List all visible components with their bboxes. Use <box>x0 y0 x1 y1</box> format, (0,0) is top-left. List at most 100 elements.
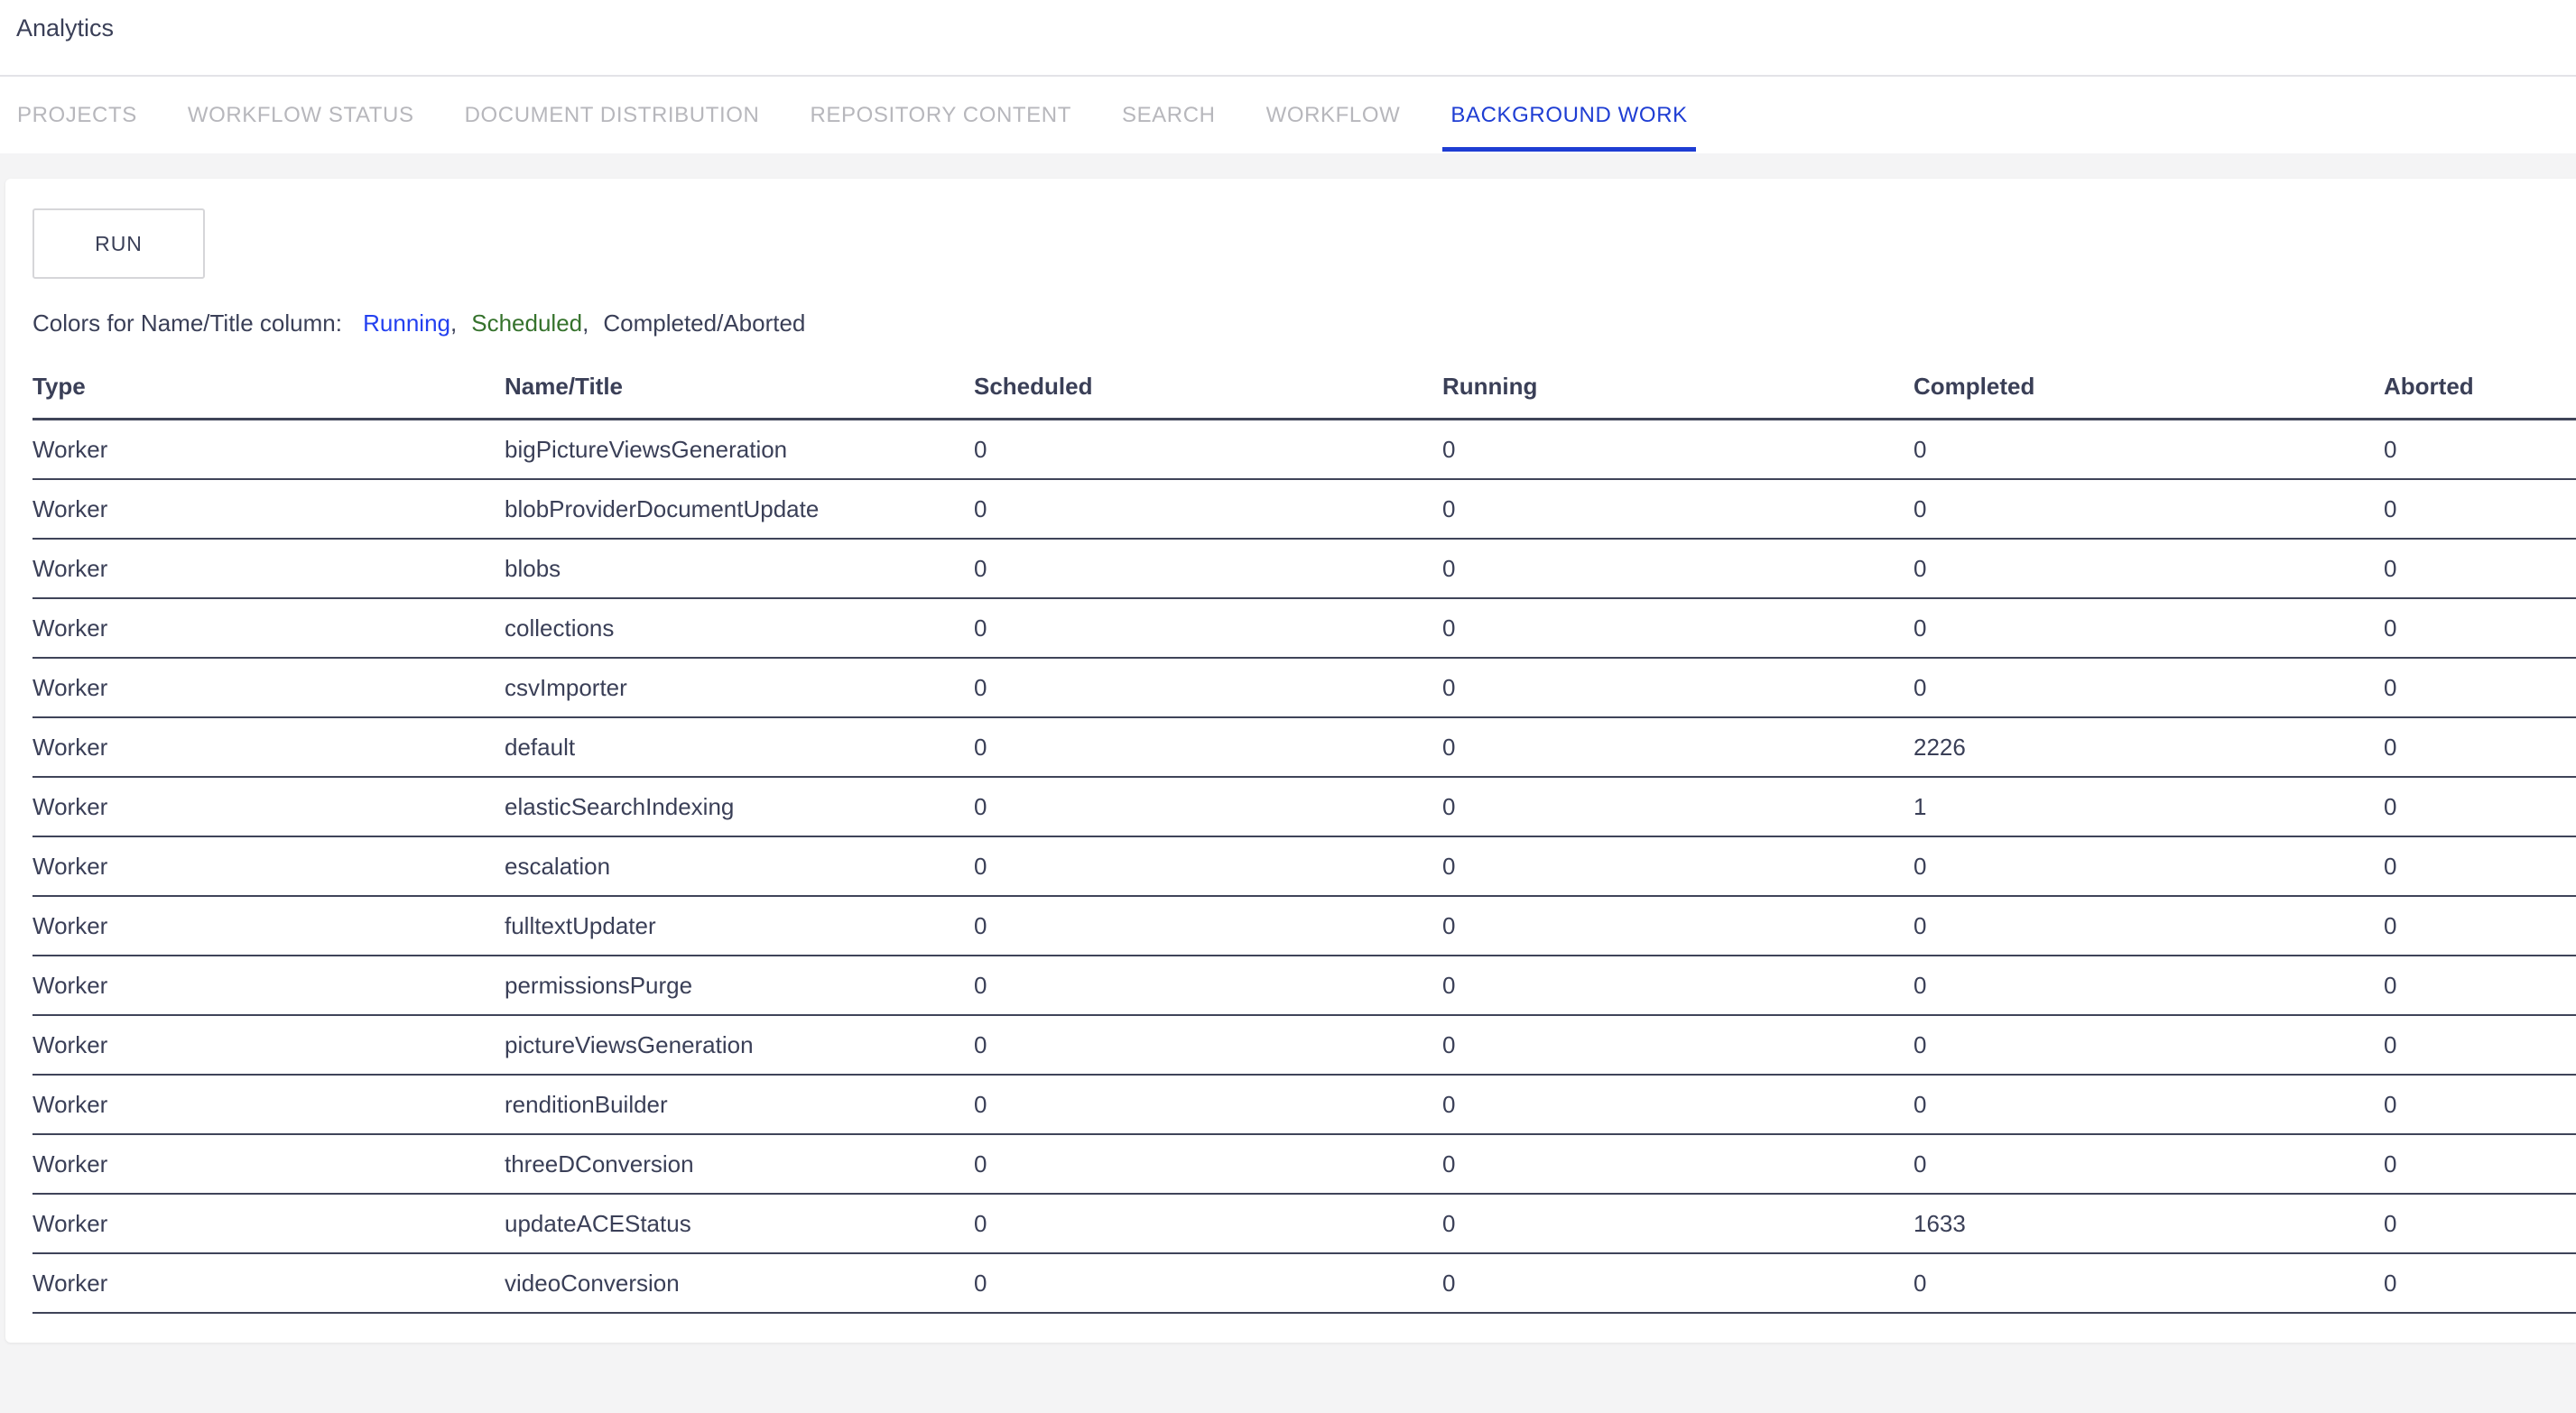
cell-name-title: fulltextUpdater <box>505 911 656 939</box>
tab-workflow-status[interactable]: WORKFLOW STATUS <box>180 77 422 153</box>
table-row: Worker pictureViewsGeneration 0 0 0 0 <box>32 1016 2576 1076</box>
tab-workflow[interactable]: WORKFLOW <box>1258 77 1409 153</box>
table-row: Worker fulltextUpdater 0 0 0 0 <box>32 897 2576 956</box>
tab-projects[interactable]: PROJECTS <box>9 77 145 153</box>
cell-running: 0 <box>1442 494 1456 522</box>
tab-search[interactable]: SEARCH <box>1114 77 1224 153</box>
cell-running: 0 <box>1442 435 1456 463</box>
cell-scheduled: 0 <box>974 971 987 999</box>
cell-type: Worker <box>32 494 108 522</box>
tab-repository-content[interactable]: REPOSITORY CONTENT <box>802 77 1080 153</box>
cell-name-title: permissionsPurge <box>505 971 693 999</box>
cell-scheduled: 0 <box>974 554 987 582</box>
table-row: Worker default 0 0 2226 0 <box>32 718 2576 778</box>
table-row: Worker blobs 0 0 0 0 <box>32 540 2576 599</box>
cell-type: Worker <box>32 614 108 642</box>
cell-completed: 0 <box>1913 494 1927 522</box>
legend-separator: , <box>582 309 589 337</box>
tab-label: WORKFLOW STATUS <box>187 102 414 127</box>
cell-type: Worker <box>32 911 108 939</box>
cell-scheduled: 0 <box>974 1209 987 1237</box>
table-header-row: Type Name/Title Scheduled Running Completed A… <box>32 356 2576 420</box>
column-header-name-title: Name/Title <box>505 373 624 400</box>
cell-name-title: updateACEStatus <box>505 1209 691 1237</box>
cell-completed: 0 <box>1913 614 1927 642</box>
cell-aborted: 0 <box>2384 494 2397 522</box>
cell-aborted: 0 <box>2384 554 2397 582</box>
cell-running: 0 <box>1442 852 1456 880</box>
table-body: Worker bigPictureViewsGeneration 0 0 0 0 Worke… <box>32 420 2576 1314</box>
cell-running: 0 <box>1442 614 1456 642</box>
analytics-screen: Analytics PROJECTS WORKFLOW STATUS DOCUMEN… <box>0 0 2576 1343</box>
table-row: Worker blobProviderDocumentUpdate 0 0 0 0 <box>32 480 2576 540</box>
cell-running: 0 <box>1442 1090 1456 1118</box>
cell-name-title: csvImporter <box>505 673 627 701</box>
cell-aborted: 0 <box>2384 733 2397 761</box>
table-row: Worker threeDConversion 0 0 0 0 <box>32 1135 2576 1195</box>
table-row: Worker updateACEStatus 0 0 1633 0 <box>32 1195 2576 1254</box>
cell-type: Worker <box>32 852 108 880</box>
cell-scheduled: 0 <box>974 792 987 820</box>
cell-name-title: videoConversion <box>505 1269 680 1297</box>
cell-type: Worker <box>32 1030 108 1058</box>
tab-label: SEARCH <box>1121 102 1216 127</box>
cell-aborted: 0 <box>2384 971 2397 999</box>
page-body: RUN Colors for Name/Title column: Runnin… <box>0 153 2576 1343</box>
tab-label: WORKFLOW <box>1265 102 1401 127</box>
cell-name-title: renditionBuilder <box>505 1090 668 1118</box>
cell-completed: 0 <box>1913 435 1927 463</box>
cell-running: 0 <box>1442 733 1456 761</box>
tab-document-distribution[interactable]: DOCUMENT DISTRIBUTION <box>457 77 768 153</box>
table-row: Worker escalation 0 0 0 0 <box>32 837 2576 897</box>
cell-name-title: threeDConversion <box>505 1150 694 1178</box>
cell-type: Worker <box>32 554 108 582</box>
run-button[interactable]: RUN <box>32 208 205 279</box>
cell-completed: 0 <box>1913 911 1927 939</box>
cell-type: Worker <box>32 1269 108 1297</box>
column-header-running: Running <box>1442 373 1538 400</box>
tab-background-work[interactable]: BACKGROUND WORK <box>1442 77 1697 153</box>
cell-type: Worker <box>32 435 108 463</box>
legend-item-scheduled: Scheduled <box>471 309 583 337</box>
cell-type: Worker <box>32 971 108 999</box>
column-header-scheduled: Scheduled <box>974 373 1093 400</box>
cell-running: 0 <box>1442 673 1456 701</box>
table-row: Worker elasticSearchIndexing 0 0 1 0 <box>32 778 2576 837</box>
cell-running: 0 <box>1442 792 1456 820</box>
table-row: Worker bigPictureViewsGeneration 0 0 0 0 <box>32 420 2576 480</box>
cell-aborted: 0 <box>2384 435 2397 463</box>
cell-name-title: blobs <box>505 554 561 582</box>
cell-running: 0 <box>1442 1150 1456 1178</box>
table-row: Worker videoConversion 0 0 0 0 <box>32 1254 2576 1314</box>
cell-aborted: 0 <box>2384 1269 2397 1297</box>
cell-scheduled: 0 <box>974 1030 987 1058</box>
legend-prefix: Colors for Name/Title column: <box>32 309 349 337</box>
cell-scheduled: 0 <box>974 733 987 761</box>
background-work-table: Type Name/Title Scheduled Running Completed A… <box>32 356 2576 1314</box>
cell-completed: 0 <box>1913 1269 1927 1297</box>
cell-completed: 0 <box>1913 852 1927 880</box>
cell-scheduled: 0 <box>974 911 987 939</box>
cell-name-title: escalation <box>505 852 611 880</box>
cell-type: Worker <box>32 1090 108 1118</box>
cell-completed: 0 <box>1913 1090 1927 1118</box>
cell-name-title: elasticSearchIndexing <box>505 792 735 820</box>
cell-running: 0 <box>1442 1269 1456 1297</box>
cell-aborted: 0 <box>2384 673 2397 701</box>
cell-scheduled: 0 <box>974 1150 987 1178</box>
cell-aborted: 0 <box>2384 614 2397 642</box>
table-row: Worker collections 0 0 0 0 <box>32 599 2576 659</box>
cell-completed: 0 <box>1913 554 1927 582</box>
cell-scheduled: 0 <box>974 673 987 701</box>
cell-aborted: 0 <box>2384 1209 2397 1237</box>
cell-aborted: 0 <box>2384 1150 2397 1178</box>
cell-completed: 1 <box>1913 792 1927 820</box>
legend-separator: , <box>450 309 458 337</box>
cell-running: 0 <box>1442 1209 1456 1237</box>
cell-name-title: pictureViewsGeneration <box>505 1030 754 1058</box>
cell-type: Worker <box>32 1150 108 1178</box>
cell-scheduled: 0 <box>974 435 987 463</box>
cell-type: Worker <box>32 733 108 761</box>
cell-running: 0 <box>1442 554 1456 582</box>
cell-completed: 1633 <box>1913 1209 1966 1237</box>
